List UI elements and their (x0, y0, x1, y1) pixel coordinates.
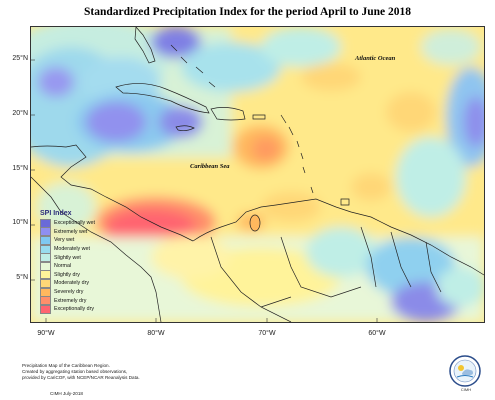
legend-swatch (40, 218, 51, 228)
lat-tick-15n: 15°N (12, 165, 28, 172)
cimh-logo (449, 355, 481, 387)
lat-tick-5n: 5°N (16, 274, 28, 281)
footnote-line-1: Precipitation Map of the Caribbean Regio… (22, 363, 110, 368)
legend-swatch (40, 227, 51, 237)
credit-text: CIMH July-2018 (50, 391, 83, 396)
legend-swatch (40, 235, 51, 245)
legend-swatch (40, 278, 51, 288)
legend-label: Extremely wet (54, 228, 88, 235)
footnote-line-2: Created by aggregating station based obs… (22, 369, 128, 374)
footnote-line-3: provided by CariCOF, with NCEP/NCAR Rean… (22, 375, 140, 380)
legend-item: Slightly wet (40, 253, 112, 263)
spi-field (31, 27, 484, 322)
lon-tick-70w: 70°W (258, 330, 276, 337)
lat-tick-25n: 25°N (12, 55, 28, 62)
map-canvas (30, 26, 485, 323)
legend-swatch (40, 244, 51, 254)
legend-item: Exceptionally wet (40, 218, 112, 228)
legend-label: Slightly wet (54, 254, 81, 261)
caribbean-sea-label: Caribbean Sea (190, 163, 230, 170)
legend-label: Extremely dry (54, 297, 87, 304)
legend-item: Moderately wet (40, 244, 112, 254)
logo-caption: CIMH (460, 387, 472, 392)
legend-label: Normal (54, 263, 72, 270)
legend-swatch (40, 287, 51, 297)
lat-tick-10n: 10°N (12, 219, 28, 226)
legend-item: Severely dry (40, 287, 112, 297)
legend-item: Normal (40, 261, 112, 271)
map-title: Standardized Precipitation Index for the… (83, 6, 411, 18)
legend-item: Moderately dry (40, 278, 112, 288)
map-footnote: Precipitation Map of the Caribbean Regio… (22, 363, 192, 381)
legend-label: Severely dry (54, 289, 84, 296)
legend-item: Exceptionally dry (40, 304, 112, 314)
legend-item: Extremely dry (40, 296, 112, 306)
legend-swatch (40, 253, 51, 263)
legend-item: Slightly dry (40, 270, 112, 280)
legend-item: Extremely wet (40, 227, 112, 237)
legend-label: Moderately wet (54, 246, 90, 253)
legend-swatch (40, 270, 51, 280)
atlantic-ocean-label: Atlantic Ocean (355, 55, 396, 62)
legend-swatch (40, 304, 51, 314)
coastlines (31, 27, 484, 322)
legend-label: Exceptionally dry (54, 306, 95, 313)
legend-swatch (40, 296, 51, 306)
legend-label: Very wet (54, 237, 75, 244)
frame-ticks (31, 59, 378, 322)
lat-tick-20n: 20°N (12, 110, 28, 117)
legend-swatch (40, 261, 51, 271)
legend-title: SPI Index (40, 210, 72, 217)
legend-label: Exceptionally wet (54, 220, 95, 227)
spi-legend: SPI Index Exceptionally wet Extremely wet… (40, 210, 112, 314)
legend-label: Moderately dry (54, 280, 90, 287)
legend-item: Very wet (40, 235, 112, 245)
lon-tick-90w: 90°W (37, 330, 55, 337)
lon-tick-80w: 80°W (147, 330, 165, 337)
legend-label: Slightly dry (54, 271, 80, 278)
lon-tick-60w: 60°W (368, 330, 386, 337)
